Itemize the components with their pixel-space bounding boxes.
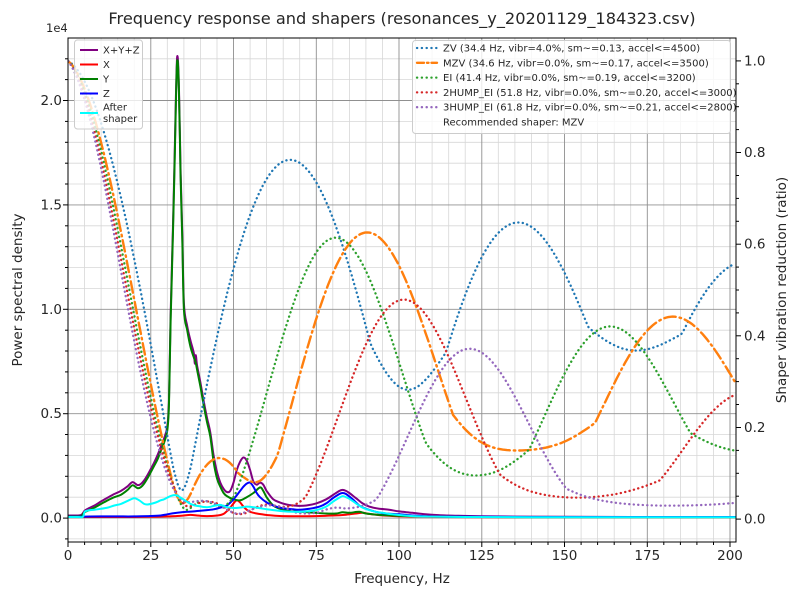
grid-minor (68, 38, 736, 542)
legend-item-label: EI (41.4 Hz, vibr=0.0%, sm~=0.19, accel<… (443, 73, 696, 84)
y-right-tick-label: 0.2 (744, 420, 765, 436)
y-left-tick-label: 1.5 (41, 197, 62, 213)
x-tick-label: 125 (469, 548, 495, 564)
psd-y-curve (68, 59, 736, 519)
y-left-tick-label: 2.0 (41, 93, 62, 109)
legend-item-label: X (103, 60, 110, 71)
ei-curve (68, 59, 736, 512)
y-left-axis-label: Power spectral density (10, 213, 26, 366)
legend-item-label: Y (102, 75, 110, 86)
legend-item-label: X+Y+Z (103, 46, 140, 57)
x-tick-label: 0 (64, 548, 73, 564)
x-tick-label: 175 (634, 548, 660, 564)
x-tick-label: 25 (142, 548, 159, 564)
y-right-tick-label: 0.4 (744, 328, 765, 344)
x-tick-label: 50 (225, 548, 242, 564)
x-tick-label: 100 (386, 548, 412, 564)
axis-tick-labels: 0 25 50 75 100 125 150 175 200 0.0 0.5 1.0 1.5 2.0 0.0… (41, 53, 766, 564)
y-right-tick-label: 1.0 (744, 53, 765, 69)
legend-item-label: 2HUMP_EI (51.8 Hz, vibr=0.0%, sm~=0.20, … (443, 88, 737, 99)
mzv-curve (68, 59, 736, 505)
y-left-tick-label: 0.5 (41, 406, 62, 422)
curves-layer (68, 54, 736, 519)
legend-frame (74, 39, 143, 130)
legend-shapers: ZV (34.4 Hz, vibr=4.0%, sm~=0.13, accel<… (412, 40, 737, 134)
y-left-offset-text: 1e4 (46, 21, 68, 35)
2hump-ei-curve (68, 59, 736, 516)
legend-item-label: After (103, 103, 128, 114)
after-shaper-curve (68, 494, 736, 519)
zv-curve (68, 59, 736, 493)
figure-title: Frequency response and shapers (resonanc… (108, 9, 695, 29)
x-tick-label: 150 (552, 548, 578, 564)
x-tick-label: 75 (308, 548, 325, 564)
3hump-ei-curve (68, 59, 736, 515)
legend-recommended-label: Recommended shaper: MZV (443, 118, 584, 129)
psd-sum-curve (68, 54, 736, 519)
legend-item-label: ZV (34.4 Hz, vibr=4.0%, sm~=0.13, accel<… (443, 44, 700, 55)
y-right-tick-label: 0.0 (744, 512, 765, 528)
y-left-tick-label: 0.0 (41, 511, 62, 527)
axis-ticks (63, 58, 741, 547)
y-right-axis-label: Shaper vibration reduction (ratio) (774, 177, 790, 403)
legend-frame (412, 40, 731, 134)
y-right-tick-label: 0.8 (744, 145, 765, 161)
legend-item-label: MZV (34.6 Hz, vibr=0.0%, sm~=0.17, accel… (443, 58, 709, 69)
y-right-tick-label: 0.6 (744, 237, 765, 253)
x-tick-label: 200 (717, 548, 743, 564)
x-axis-label: Frequency, Hz (354, 571, 450, 587)
y-left-tick-label: 1.0 (41, 302, 62, 318)
legend-item-label: Z (103, 89, 110, 100)
legend-item-label: 3HUMP_EI (61.8 Hz, vibr=0.0%, sm~=0.21, … (443, 103, 737, 114)
legend-item-label: shaper (103, 114, 138, 125)
